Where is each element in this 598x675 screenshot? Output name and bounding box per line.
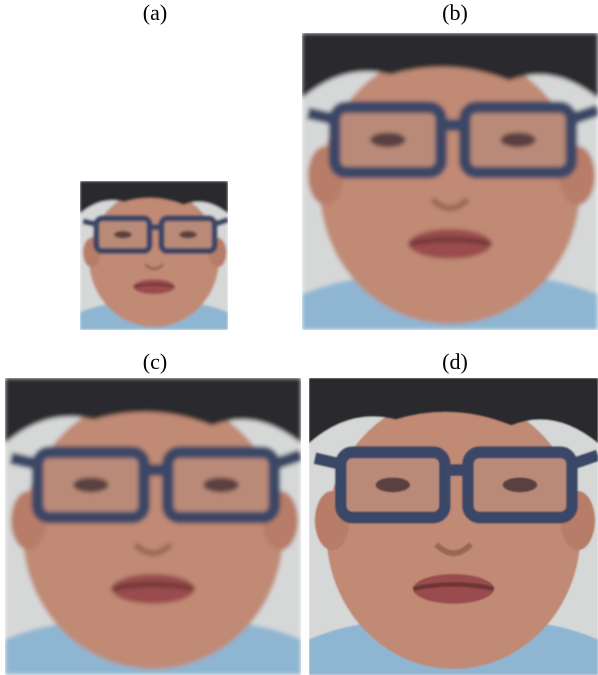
panel-label: (d) — [442, 349, 468, 374]
low-res-image — [80, 181, 228, 330]
restored-image — [309, 378, 598, 675]
panel-label: (c) — [143, 349, 167, 374]
upscaled-image — [302, 33, 598, 330]
panel-label: (a) — [143, 0, 167, 25]
figure: (a) (b) (c) (d) — [0, 0, 598, 675]
upscaled-image — [5, 378, 301, 675]
panel-label: (b) — [442, 0, 468, 25]
